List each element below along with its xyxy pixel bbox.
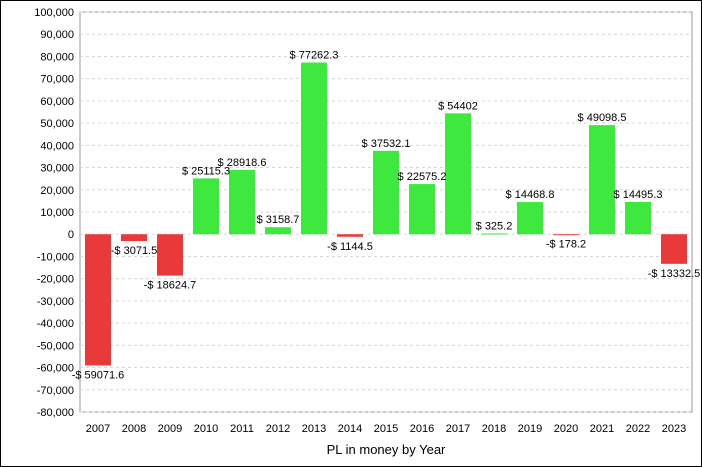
x-axis-tick-labels: 2007 2008 2009 2010 2011 2012 2013 2014 2015 2016… xyxy=(86,423,686,435)
y-tick-label: 20,000 xyxy=(40,185,74,197)
data-labels: -$ 59071.6-$ 3071.5-$ 18624.7$ 25115.3$ … xyxy=(72,50,701,382)
x-tick-label: 2017 xyxy=(446,423,470,435)
data-label-2016: $ 22575.2 xyxy=(398,171,447,183)
data-label-2010: $ 25115.3 xyxy=(182,165,230,177)
y-tick-label: 90,000 xyxy=(40,29,74,41)
data-label-2011: $ 28918.6 xyxy=(218,157,267,169)
data-label-2014: -$ 1144.5 xyxy=(327,241,373,253)
x-tick-label: 2020 xyxy=(554,423,578,435)
data-label-2012: $ 3158.7 xyxy=(257,214,300,226)
data-label-2021: $ 49098.5 xyxy=(578,112,627,124)
data-label-2019: $ 14468.8 xyxy=(506,189,555,201)
x-tick-label: 2014 xyxy=(338,423,362,435)
bar-2009 xyxy=(157,234,183,276)
data-label-2007: -$ 59071.6 xyxy=(72,369,125,381)
y-tick-label: 10,000 xyxy=(40,207,74,219)
y-tick-label: -80,000 xyxy=(37,407,74,419)
y-tick-label: -20,000 xyxy=(37,274,74,286)
y-tick-label: -30,000 xyxy=(37,296,74,308)
x-tick-label: 2009 xyxy=(158,423,182,435)
y-tick-label: 0 xyxy=(68,229,74,241)
y-axis-tick-labels: 100,000 90,000 80,000 70,000 60,000 50,000 40,… xyxy=(34,7,74,419)
bar-2012 xyxy=(265,227,291,235)
bar-2017 xyxy=(445,113,471,235)
x-tick-label: 2016 xyxy=(410,423,434,435)
data-label-2020: -$ 178.2 xyxy=(546,239,586,251)
y-tick-label: -10,000 xyxy=(37,251,74,263)
data-label-2018: $ 325.2 xyxy=(476,220,513,232)
x-tick-label: 2008 xyxy=(122,423,146,435)
bar-2013 xyxy=(301,62,327,235)
bar-2008 xyxy=(121,234,147,242)
x-tick-label: 2019 xyxy=(518,423,542,435)
x-tick-label: 2018 xyxy=(482,423,506,435)
bar-2022 xyxy=(625,202,651,235)
x-tick-label: 2011 xyxy=(230,423,254,435)
y-tick-label: 60,000 xyxy=(40,96,74,108)
x-tick-label: 2013 xyxy=(302,423,326,435)
x-tick-label: 2023 xyxy=(662,423,686,435)
bar-2014 xyxy=(337,234,363,237)
bar-2007 xyxy=(85,234,111,366)
y-tick-label: 100,000 xyxy=(34,7,74,19)
y-tick-label: -50,000 xyxy=(37,340,74,352)
bar-2019 xyxy=(517,202,543,235)
y-tick-label: 70,000 xyxy=(40,74,74,86)
x-tick-label: 2021 xyxy=(590,423,614,435)
bar-2018 xyxy=(481,233,507,235)
x-tick-label: 2007 xyxy=(86,423,110,435)
y-tick-label: -60,000 xyxy=(37,363,74,375)
x-tick-label: 2022 xyxy=(626,423,650,435)
x-tick-label: 2012 xyxy=(266,423,290,435)
bar-2015 xyxy=(373,150,399,235)
bar-2010 xyxy=(193,178,219,235)
bar-2016 xyxy=(409,184,435,235)
x-axis-title: PL in money by Year xyxy=(327,442,446,457)
y-tick-label: 80,000 xyxy=(40,51,74,63)
bar-2023 xyxy=(661,234,687,264)
data-label-2023: -$ 13332.5 xyxy=(648,268,701,280)
bar-2021 xyxy=(589,125,615,235)
y-tick-label: -70,000 xyxy=(37,385,74,397)
data-label-2015: $ 37532.1 xyxy=(362,138,411,150)
y-tick-label: -40,000 xyxy=(37,318,74,330)
data-label-2017: $ 54402 xyxy=(438,100,478,112)
y-tick-label: 30,000 xyxy=(40,163,74,175)
y-tick-label: 40,000 xyxy=(40,140,74,152)
y-tick-label: 50,000 xyxy=(40,118,74,130)
x-tick-label: 2010 xyxy=(194,423,218,435)
bar-2020 xyxy=(553,234,579,236)
data-label-2008: -$ 3071.5 xyxy=(111,245,157,257)
data-label-2022: $ 14495.3 xyxy=(614,189,663,201)
bar-2011 xyxy=(229,169,255,235)
bars xyxy=(85,62,687,366)
data-label-2013: $ 77262.3 xyxy=(290,50,339,62)
data-label-2009: -$ 18624.7 xyxy=(144,280,197,292)
x-tick-label: 2015 xyxy=(374,423,398,435)
